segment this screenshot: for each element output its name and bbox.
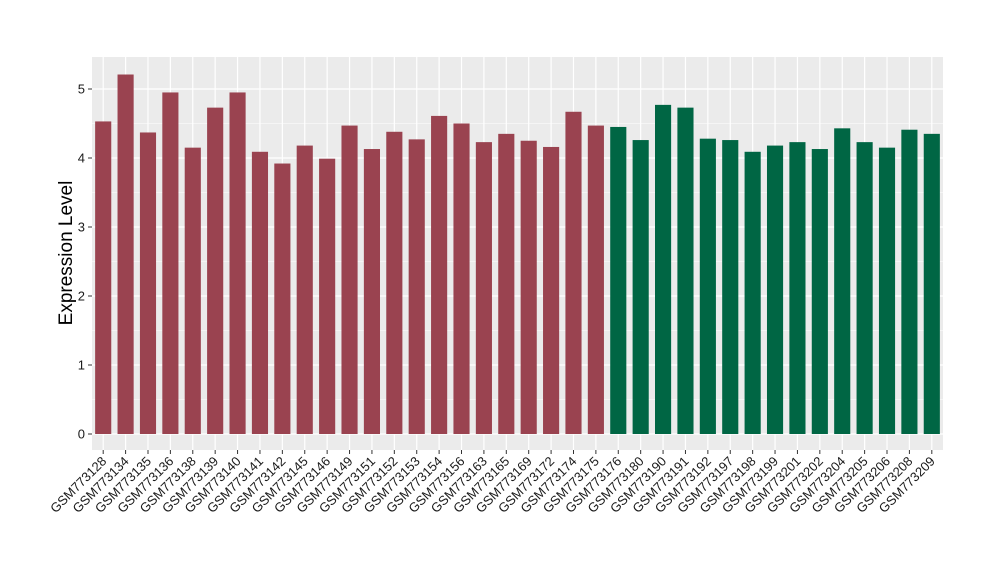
- bar: [207, 107, 224, 434]
- bar: [789, 142, 806, 434]
- y-tick-label: 5: [78, 82, 85, 97]
- bar: [632, 140, 649, 434]
- bar: [610, 126, 627, 434]
- bar: [878, 147, 896, 434]
- bar: [498, 133, 515, 434]
- bar: [587, 125, 604, 434]
- x-axis: GSM773128GSM773134GSM773135GSM773136GSM7…: [47, 450, 938, 516]
- bar: [722, 140, 739, 434]
- bar: [341, 125, 358, 434]
- bar: [475, 142, 492, 434]
- y-tick-label: 2: [78, 289, 85, 304]
- bar: [565, 111, 582, 435]
- y-axis-title: Expression Level: [56, 181, 77, 326]
- bar: [139, 132, 157, 434]
- bar: [811, 149, 828, 434]
- y-tick-label: 0: [78, 427, 85, 442]
- bar: [184, 147, 201, 434]
- bar: [431, 115, 448, 434]
- bar: [296, 145, 313, 434]
- bar: [453, 123, 470, 434]
- bar: [229, 92, 246, 434]
- bar: [766, 145, 784, 434]
- bar: [677, 107, 694, 434]
- bar: [117, 74, 134, 434]
- bar: [386, 131, 403, 434]
- y-tick-label: 3: [78, 220, 85, 235]
- bar: [95, 121, 112, 435]
- bar: [699, 138, 716, 434]
- bar: [856, 142, 873, 434]
- bar: [923, 133, 940, 434]
- y-tick-label: 4: [78, 151, 85, 166]
- y-tick-label: 1: [78, 358, 85, 373]
- bar: [543, 146, 560, 434]
- bar: [274, 163, 291, 434]
- y-axis: 0 1 2 3 4 5: [78, 82, 92, 442]
- bar: [520, 140, 537, 434]
- bar: [319, 158, 336, 434]
- bar: [251, 151, 269, 435]
- bar: [363, 149, 380, 434]
- bars: [95, 74, 940, 435]
- bar: [744, 151, 761, 435]
- bar: [901, 129, 918, 434]
- bar: [834, 128, 851, 434]
- bar: [408, 139, 425, 434]
- bar: [655, 104, 672, 435]
- bar: [162, 92, 179, 434]
